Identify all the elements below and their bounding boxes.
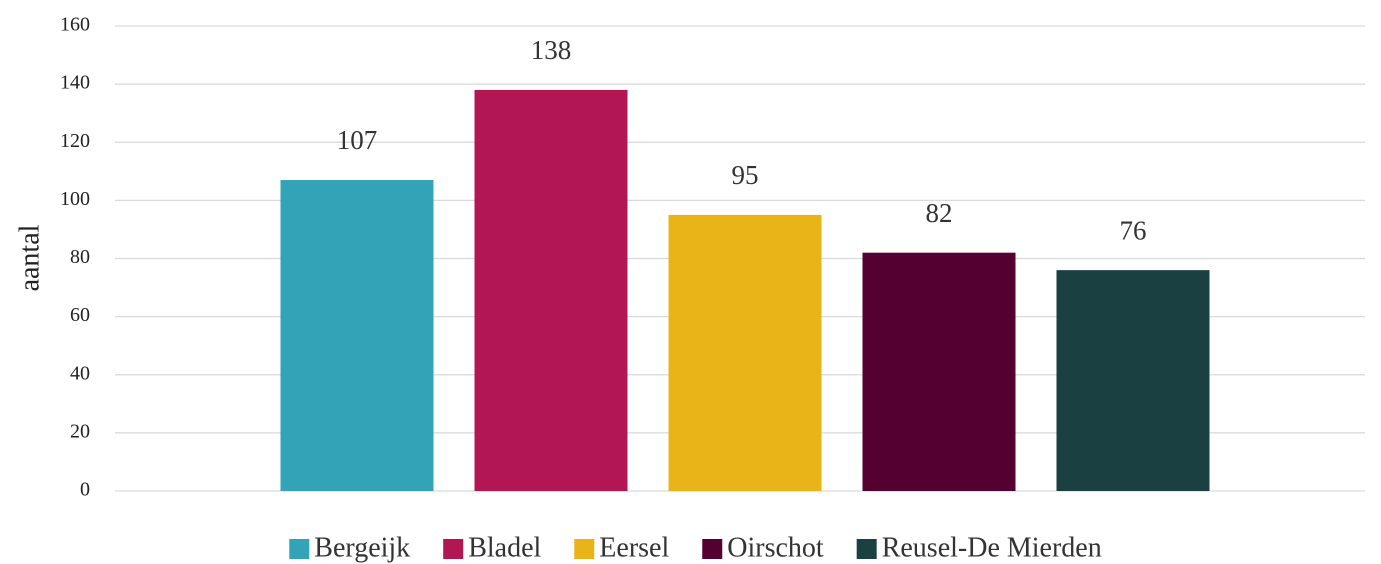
y-tick-label: 140 [60,72,90,94]
data-label: 76 [1120,215,1147,245]
legend-label: Oirschot [727,532,824,563]
legend-swatch [443,539,464,559]
y-tick-label: 0 [80,479,90,501]
y-tick-label: 160 [60,14,90,36]
legend-swatch [574,539,595,559]
y-axis-label: aantal [14,224,45,291]
legend-swatch [702,539,723,559]
y-tick-label: 60 [70,304,90,326]
legend-swatch [856,539,877,559]
y-tick-label: 100 [60,188,90,210]
y-tick-label: 40 [70,362,90,384]
legend-label: Eersel [599,532,669,563]
y-tick-label: 120 [60,130,90,152]
legend-label: Bladel [468,532,541,563]
data-label: 95 [732,160,759,190]
bar [668,214,822,491]
bar [862,252,1016,491]
data-label: 138 [531,35,572,65]
data-label: 107 [337,125,378,155]
y-tick-label: 80 [70,246,90,268]
bar [280,180,434,491]
bar [1056,270,1210,491]
legend-label: Reusel-De Mierden [882,532,1102,563]
legend-label: Bergeijk [314,532,410,563]
bar [474,89,628,491]
y-tick-label: 20 [70,420,90,442]
data-label: 82 [926,198,953,228]
legend-swatch [289,539,310,559]
